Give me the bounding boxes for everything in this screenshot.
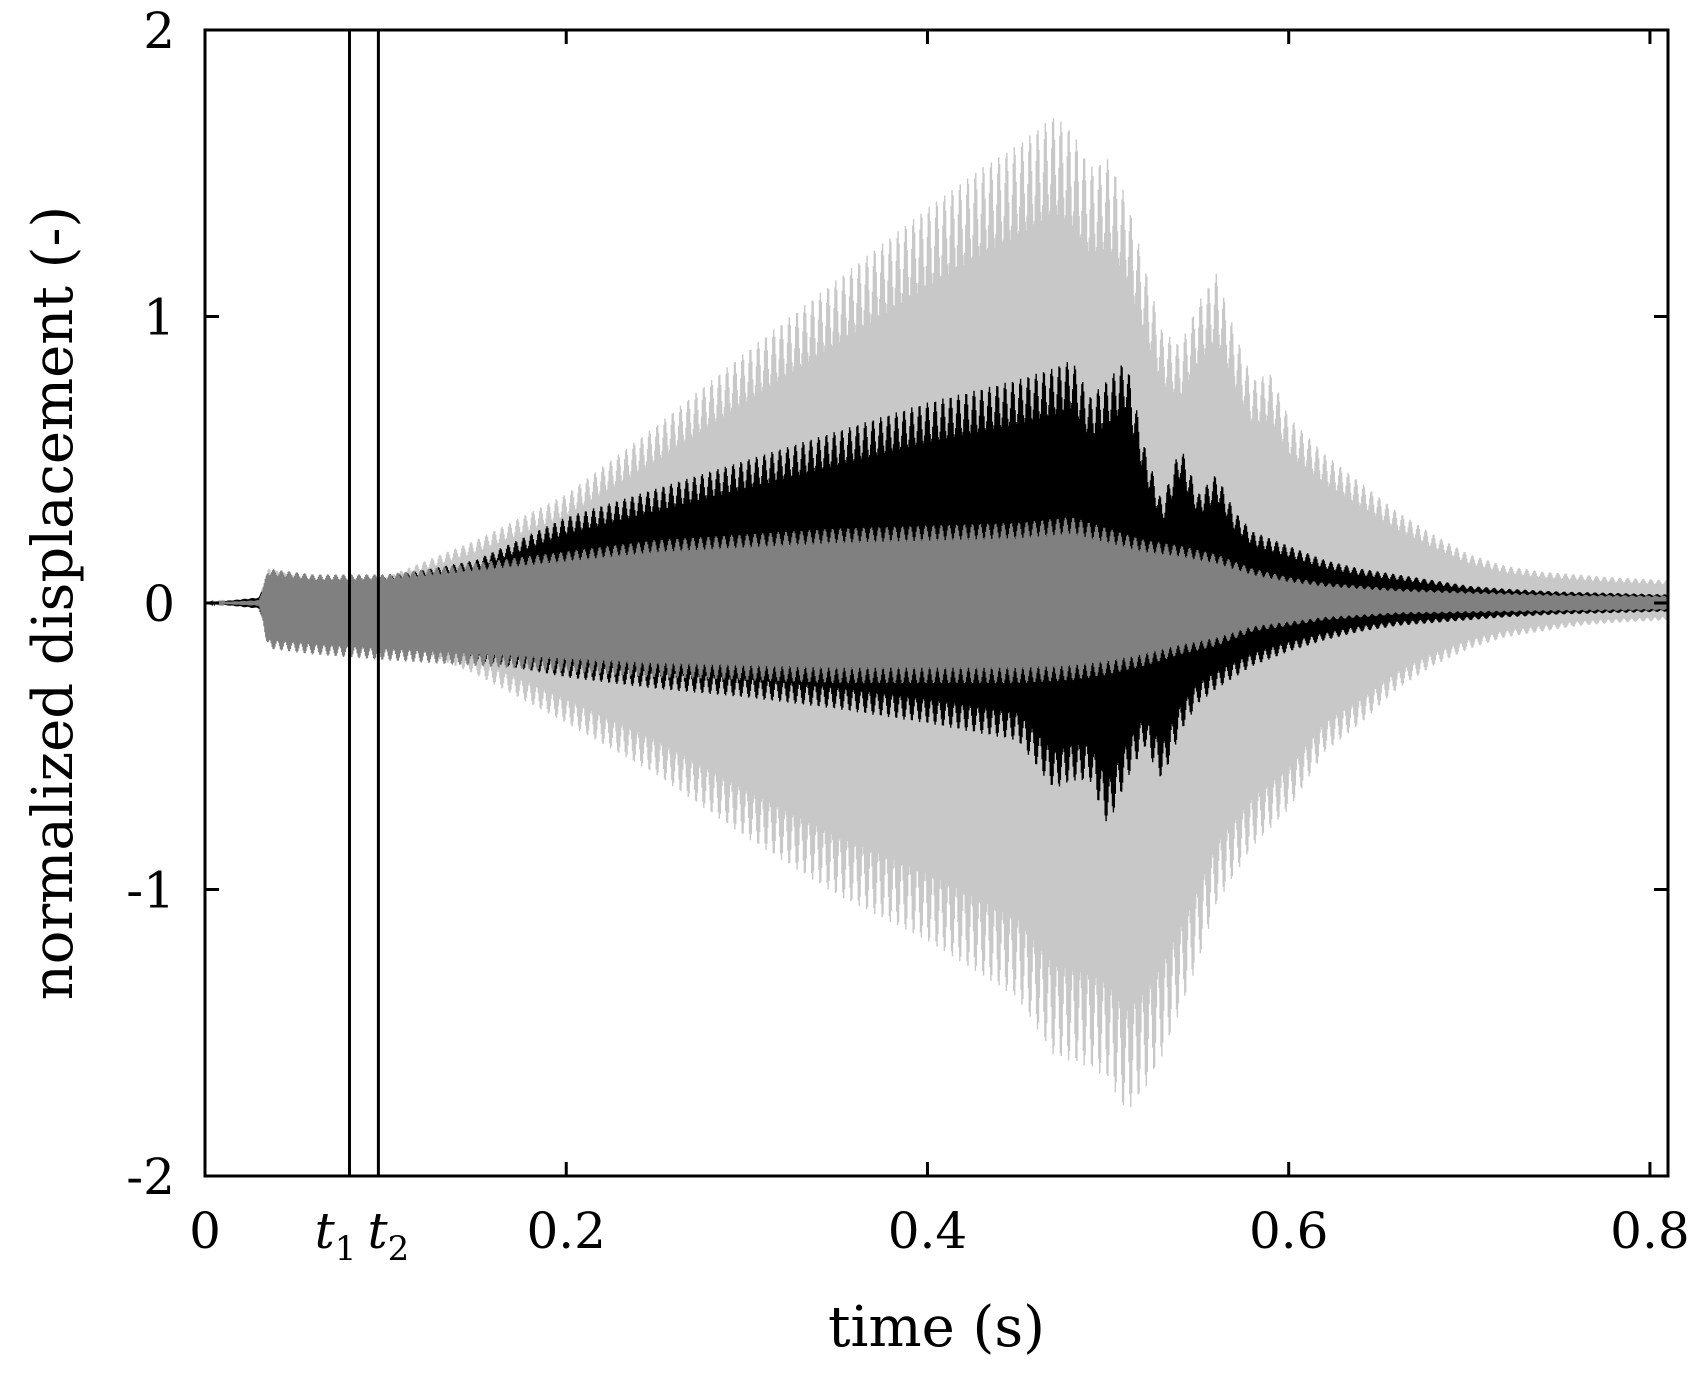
x-tick-label: 0: [189, 1202, 221, 1260]
y-axis-label: normalized displacement (-): [21, 206, 86, 1001]
marker-label-subscript: 2: [388, 1229, 410, 1269]
x-axis-label: time (s): [828, 1295, 1045, 1360]
series-3-line: [205, 517, 1669, 684]
marker-label-main: t: [315, 1202, 336, 1260]
marker-label-t2: t2: [368, 1202, 410, 1269]
marker-layer: t1 t2: [315, 30, 410, 1269]
y-tick-label: 2: [143, 2, 175, 60]
tick-layer: 0 0.2 0.4 0.6 0.8 2 1 0 -1 -2: [126, 2, 1689, 1260]
y-tick-label: 0: [143, 575, 175, 633]
x-tick-label: 0.2: [526, 1202, 606, 1260]
y-tick-label: 1: [143, 289, 175, 347]
marker-label-t1: t1: [315, 1202, 357, 1269]
x-tick-label: 0.8: [1610, 1202, 1690, 1260]
marker-label-main: t: [368, 1202, 389, 1260]
x-tick-label: 0.6: [1249, 1202, 1329, 1260]
x-tick-label: 0.4: [888, 1202, 968, 1260]
series-layer: [205, 118, 1669, 1108]
y-tick-label: -2: [126, 1148, 175, 1206]
marker-label-subscript: 1: [335, 1229, 357, 1269]
y-tick-label: -1: [126, 862, 175, 920]
